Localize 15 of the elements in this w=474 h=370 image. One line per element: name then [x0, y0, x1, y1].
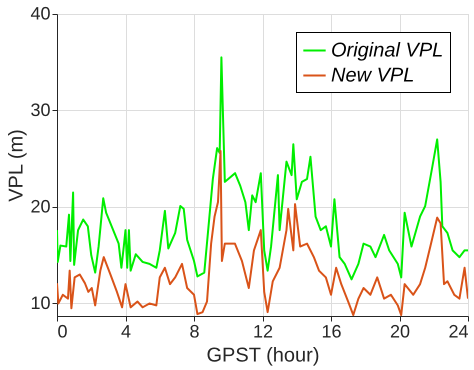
y-tick-label: 20 [30, 196, 50, 216]
y-tick-label: 10 [30, 292, 50, 313]
y-tick-label: 30 [30, 100, 50, 120]
x-tick-label: 16 [321, 322, 342, 342]
x-tick-label: 0 [58, 322, 68, 342]
y-tick-label: 40 [30, 4, 50, 24]
x-axis-title: GPST (hour) [206, 344, 320, 366]
x-tick-label: 24 [448, 322, 468, 342]
x-tick-label: 8 [189, 322, 200, 342]
x-tick-label: 20 [390, 322, 410, 342]
legend-label: Original VPL [331, 40, 444, 62]
y-axis-title: VPL (m) [5, 129, 28, 202]
legend-label: New VPL [331, 64, 414, 86]
x-tick-label: 4 [120, 322, 132, 342]
x-tick-label: 12 [252, 322, 274, 342]
